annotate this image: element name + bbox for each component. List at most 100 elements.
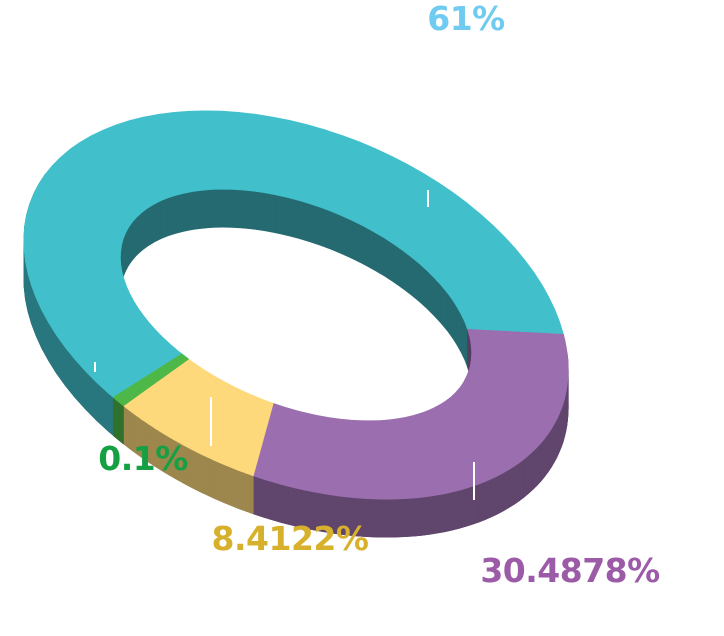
- slice-outer-wall-1: [544, 433, 549, 477]
- slice-inner-wall-0: [141, 208, 148, 251]
- slice-inner-wall-0: [440, 284, 448, 331]
- slice-inner-wall-0: [147, 204, 155, 247]
- slice-outer-wall-2: [190, 448, 194, 489]
- slice-outer-wall-1: [484, 478, 492, 520]
- slice-inner-wall-0: [446, 292, 453, 339]
- slice-outer-wall-1: [478, 481, 486, 523]
- slice-outer-wall-2: [224, 464, 228, 505]
- slice-outer-wall-1: [518, 458, 525, 502]
- slice-outer-wall-2: [199, 453, 203, 494]
- slice-outer-wall-2: [193, 449, 196, 490]
- slice-outer-wall-2: [208, 457, 212, 498]
- slice-outer-wall-2: [229, 466, 233, 507]
- slice-outer-wall-2: [217, 461, 221, 502]
- slice-outer-wall-1: [253, 475, 263, 518]
- slice-inner-wall-0: [286, 197, 299, 239]
- slice-labels: 61% 30.4878% 8.4122% 0.1%: [98, 0, 660, 590]
- slice-outer-wall-1: [465, 486, 473, 527]
- slice-inner-wall-0: [402, 250, 412, 296]
- slice-outer-wall-2: [243, 472, 247, 512]
- slice-outer-wall-1: [556, 414, 560, 458]
- slice-outer-wall-1: [397, 498, 407, 538]
- slice-outer-wall-2: [241, 471, 245, 511]
- slice-label-2: 8.4122%: [212, 519, 369, 558]
- slice-outer-wall-2: [236, 469, 240, 510]
- slice-outer-wall-2: [204, 455, 208, 496]
- slice-outer-wall-2: [188, 447, 192, 488]
- slice-inner-wall-0: [175, 192, 185, 234]
- slice-inner-wall-0: [353, 220, 365, 265]
- slice-inner-wall-0: [184, 191, 194, 232]
- slice-outer-wall-1: [523, 455, 529, 498]
- slice-inner-wall-0: [167, 195, 177, 237]
- slice-outer-wall-2: [213, 459, 217, 500]
- slice-outer-wall-1: [389, 498, 399, 538]
- slice-inner-wall-0: [128, 221, 133, 266]
- slice-outer-wall-2: [248, 473, 252, 514]
- slice-inner-wall-0: [410, 256, 420, 303]
- slice-inner-wall-0: [125, 227, 129, 272]
- slice-outer-wall-1: [413, 496, 423, 537]
- slice-outer-wall-2: [238, 470, 242, 510]
- slice-inner-wall-0: [264, 192, 277, 234]
- slice-outer-wall-2: [195, 451, 199, 491]
- slice-outer-wall-1: [532, 446, 538, 490]
- slice-inner-wall-0: [242, 189, 255, 230]
- slice-outer-wall-1: [436, 493, 445, 534]
- slice-inner-wall-0: [275, 194, 288, 236]
- slice-outer-wall-1: [373, 498, 383, 538]
- slice-outer-wall-2: [250, 474, 254, 515]
- slice-inner-wall-0: [320, 207, 333, 250]
- slice-outer-wall-1: [508, 466, 515, 509]
- slice-inner-wall-0: [363, 226, 375, 271]
- slice-inner-wall-0: [222, 188, 233, 228]
- slice-inner-wall-0: [393, 243, 403, 289]
- slice-label-0: 61%: [427, 0, 505, 38]
- slice-outer-wall-1: [558, 408, 562, 453]
- slice-inner-wall-0: [136, 212, 143, 256]
- slice-inner-wall-0: [434, 277, 442, 324]
- leader-lines: [94, 190, 475, 500]
- slice-outer-wall-1: [261, 478, 271, 520]
- slice-outer-wall-1: [381, 498, 391, 538]
- slice-outer-wall-2: [220, 462, 224, 503]
- slice-inner-wall-0: [212, 188, 223, 228]
- slice-outer-wall-1: [540, 438, 546, 482]
- slice-inner-wall-0: [160, 197, 169, 240]
- slice-inner-wall-0: [153, 200, 161, 243]
- slice-outer-wall-2: [202, 454, 205, 495]
- slice-outer-wall-1: [502, 469, 509, 512]
- slice-outer-wall-2: [206, 456, 210, 497]
- slice-inner-wall-0: [232, 189, 244, 229]
- slice-outer-wall-1: [458, 488, 466, 529]
- slice-inner-wall-0: [253, 190, 266, 232]
- slice-outer-wall-1: [547, 428, 552, 473]
- slice-outer-wall-1: [536, 442, 542, 486]
- slice-outer-wall-1: [270, 480, 280, 523]
- slice-outer-wall-2: [211, 458, 214, 499]
- slice-inner-wall-0: [193, 190, 203, 230]
- slice-inner-wall-0: [342, 215, 354, 260]
- slice-outer-wall-1: [528, 451, 534, 494]
- slice-outer-wall-2: [197, 452, 201, 493]
- slice-outer-wall-2: [231, 467, 235, 508]
- slice-inner-wall-0: [202, 189, 213, 229]
- slice-outer-wall-1: [429, 494, 438, 535]
- slice-outer-wall-1: [553, 419, 558, 463]
- slice-inner-wall-0: [373, 231, 385, 277]
- slice-label-1: 30.4878%: [480, 551, 660, 590]
- slice-outer-wall-1: [496, 472, 504, 515]
- slice-outer-wall-1: [491, 475, 498, 518]
- slice-outer-wall-2: [222, 463, 226, 504]
- slice-outer-wall-1: [513, 462, 520, 505]
- slice-outer-wall-1: [405, 497, 415, 537]
- slice-inner-wall-0: [419, 263, 428, 310]
- slice-label-3: 0.1%: [98, 439, 188, 478]
- slice-outer-wall-2: [227, 465, 231, 506]
- slice-outer-wall-1: [444, 491, 453, 533]
- slice-inner-wall-0: [132, 216, 138, 261]
- slice-outer-wall-2: [234, 468, 238, 509]
- slice-inner-wall-0: [122, 232, 126, 278]
- slice-outer-wall-1: [451, 490, 460, 531]
